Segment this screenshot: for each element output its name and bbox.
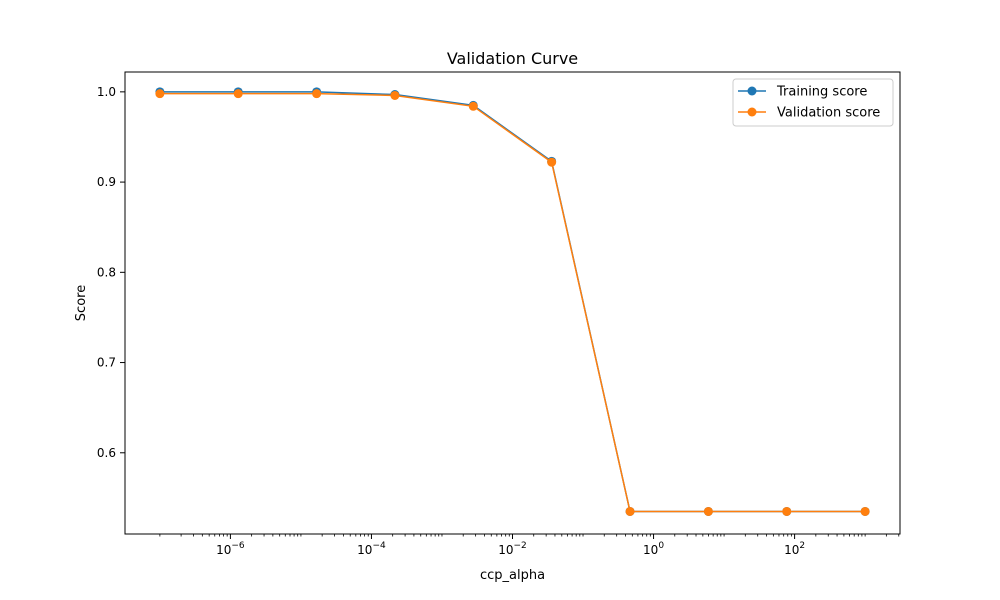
y-tick-label: 0.7 [97, 356, 116, 370]
legend-label-training: Training score [776, 85, 867, 100]
legend-box [732, 78, 894, 127]
series-line-validation [159, 92, 866, 513]
x-axis: 10−6 10−4 10−2 100 102 [159, 534, 900, 557]
x-tick-label: 10−6 [216, 541, 245, 557]
legend-label-validation: Validation score [777, 106, 880, 121]
data-point-validation [860, 506, 870, 516]
x-axis-label: ccp_alpha [480, 568, 545, 583]
y-axis-label: Score [74, 285, 89, 321]
data-point-validation [233, 89, 243, 99]
x-tick-label: 102 [784, 541, 805, 557]
data-point-validation [625, 506, 635, 516]
data-point-validation [782, 506, 792, 516]
chart-title: Validation Curve [447, 49, 578, 68]
plot-area [155, 87, 870, 516]
legend-marker-training [747, 86, 757, 96]
legend-marker-validation [747, 107, 757, 117]
y-tick-label: 0.9 [97, 175, 116, 189]
x-tick-label: 10−4 [357, 541, 386, 557]
data-point-validation [468, 101, 478, 111]
data-point-validation [703, 506, 713, 516]
data-point-validation [390, 90, 400, 100]
x-tick-label: 10−2 [498, 541, 527, 557]
data-point-validation [547, 157, 557, 167]
data-point-validation [155, 89, 165, 99]
data-point-validation [312, 89, 322, 99]
y-tick-label: 1.0 [97, 85, 116, 99]
y-tick-label: 0.6 [97, 446, 116, 460]
y-axis: 0.6 0.7 0.8 0.9 1.0 [97, 85, 125, 460]
legend: Training score Validation score [732, 78, 894, 127]
x-tick-label: 100 [643, 541, 664, 557]
y-tick-label: 0.8 [97, 265, 116, 279]
